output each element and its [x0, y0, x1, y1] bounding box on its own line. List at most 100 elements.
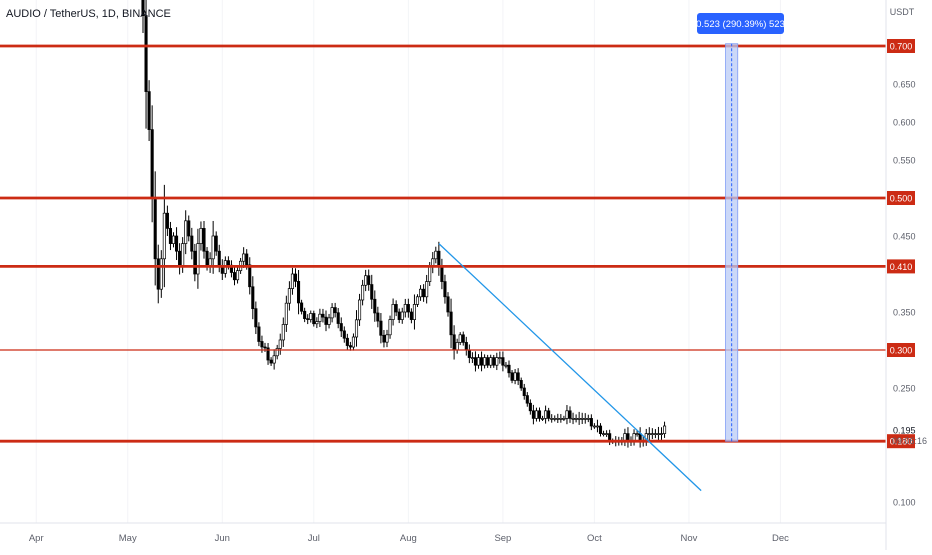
candle-body-up	[242, 253, 246, 262]
candle-body-up	[162, 212, 166, 260]
level-badge-0.180[interactable]	[887, 434, 915, 449]
candle-body-down	[422, 288, 426, 298]
candle-body-down	[406, 304, 410, 313]
candle-body-up	[181, 243, 185, 267]
time-axis[interactable]: Apr May Jun Jul Aug Sep Oct Nov Dec	[29, 533, 789, 544]
candle-body-down	[373, 298, 377, 314]
candle-body-up	[351, 336, 356, 348]
candle-body-down	[175, 235, 179, 252]
candle-body-up	[635, 433, 639, 435]
candle-body-down	[492, 357, 496, 366]
candle-body-up	[309, 313, 313, 320]
candle-body-up	[196, 243, 200, 275]
candle-body-down	[452, 334, 456, 351]
candle-body-up	[361, 284, 365, 301]
candle-body-down	[254, 308, 258, 328]
level-badge-0.300[interactable]	[887, 343, 915, 357]
candle-body-down	[486, 357, 490, 366]
level-badge-0.410[interactable]	[887, 259, 915, 274]
candle-body-up	[476, 357, 481, 366]
time-tick-label: Oct	[587, 533, 602, 544]
last-price-label: 0.195	[893, 425, 916, 435]
candle-body-down	[232, 272, 237, 281]
candle-body-down	[193, 250, 197, 275]
plot-area[interactable]	[0, 0, 886, 523]
candle-body-down	[382, 334, 386, 343]
candle-body-up	[315, 321, 319, 325]
candle-body-down	[312, 313, 316, 325]
candle-body-up	[434, 250, 438, 260]
candle-body-up	[391, 304, 395, 320]
candle-body-up	[171, 235, 176, 244]
candle-body-down	[226, 260, 230, 266]
candle-body-up	[577, 418, 581, 420]
candle-body-up	[583, 418, 587, 420]
measure-label-box[interactable]	[697, 13, 784, 34]
candle-body-up	[662, 425, 667, 434]
candle-body-up	[495, 357, 499, 366]
price-tick-label: 0.250	[893, 384, 916, 394]
candle-body-up	[419, 288, 423, 298]
candle-body-down	[263, 346, 267, 349]
candle-body-up	[199, 228, 203, 244]
candle-body-down	[409, 311, 413, 320]
candle-body-down	[342, 330, 346, 339]
price-range-measure[interactable]: 0.523 (290.39%) 523	[696, 13, 785, 442]
candle-body-up	[400, 311, 404, 320]
candle-body-down	[345, 337, 349, 346]
price-tick-label: 0.550	[893, 156, 916, 166]
candle-body-up	[287, 288, 291, 304]
candle-body-up	[498, 357, 502, 359]
candle-body-up	[562, 418, 566, 420]
candle-body-down	[168, 228, 173, 244]
candle-body-down	[339, 323, 343, 332]
horizontal-levels[interactable]	[0, 44, 886, 443]
time-tick-label: Jul	[308, 533, 320, 544]
candle-body-down	[336, 312, 340, 324]
candle-body-down	[324, 316, 328, 325]
candle-body-down	[467, 349, 471, 358]
candle-body-up	[275, 348, 279, 357]
candle-body-up	[544, 410, 548, 419]
candle-body-down	[522, 387, 526, 396]
candle-body-up	[592, 425, 596, 428]
candle-body-down	[178, 250, 182, 267]
candle-body-down	[348, 345, 352, 348]
time-tick-label: Jun	[215, 533, 230, 544]
price-axis[interactable]: USDT 0.700 0.650 0.600 0.550 0.500 0.450 0.410 0…	[887, 7, 927, 508]
trendline-layer[interactable]	[438, 243, 702, 492]
candle-body-up	[458, 334, 462, 343]
candle-body-up	[553, 418, 557, 420]
candle-body-down	[248, 264, 252, 288]
candle-body-up	[318, 313, 322, 322]
level-badge-0.700[interactable]	[887, 39, 915, 53]
candle-body-up	[653, 433, 657, 435]
price-tick-label: 0.650	[893, 80, 916, 90]
candle-body-up	[504, 364, 508, 367]
measure-label: 0.523 (290.39%) 523	[696, 19, 785, 30]
candle-body-down	[397, 311, 401, 320]
trendline[interactable]	[438, 243, 702, 492]
candle-body-down	[598, 425, 603, 434]
candle-body-down	[141, 0, 145, 16]
level-badge-0.500[interactable]	[887, 191, 915, 205]
candle-body-up	[358, 299, 362, 321]
candle-body-up	[388, 319, 392, 336]
candle-body-down	[379, 320, 383, 336]
candle-body-down	[547, 410, 551, 419]
candle-body-up	[159, 258, 163, 290]
level-badge-text: 0.410	[890, 262, 913, 272]
candle-body-down	[245, 253, 249, 266]
candle-body-up	[650, 433, 654, 435]
candle-body-up	[595, 425, 600, 428]
candle-body-down	[501, 357, 505, 366]
candle-body-down	[190, 235, 194, 252]
candle-body-up	[571, 418, 575, 420]
candle-body-up	[586, 418, 590, 420]
candle-body-up	[425, 281, 429, 298]
candle-body-down	[217, 250, 221, 267]
candle-body-up	[559, 418, 563, 420]
candle-body-down	[449, 311, 453, 336]
